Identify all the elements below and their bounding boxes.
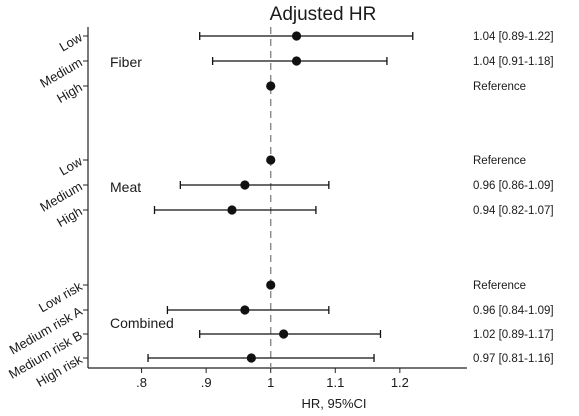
row-annotation: Reference — [473, 81, 526, 93]
x-axis: .8 .9 1 1.1 1.2 — [136, 368, 409, 390]
x-tick-label: .8 — [136, 375, 147, 390]
forest-marks — [147, 31, 414, 363]
x-tick-label: .9 — [201, 375, 212, 390]
hr-point — [240, 305, 250, 315]
row-annotation: 0.97 [0.81-1.16] — [473, 353, 554, 365]
hr-point — [266, 81, 276, 91]
row-annotation: 1.04 [0.89-1.22] — [473, 31, 554, 43]
row-annotation: Reference — [473, 280, 526, 292]
hr-point — [266, 155, 276, 165]
chart-title: Adjusted HR — [270, 4, 377, 25]
hr-point — [246, 353, 256, 363]
row-annotation: 1.02 [0.89-1.17] — [473, 329, 554, 341]
x-tick-label: 1.2 — [391, 375, 409, 390]
group-label: Fiber — [110, 54, 142, 70]
hr-point — [266, 280, 276, 290]
hr-point — [240, 180, 250, 190]
row-annotation: 0.96 [0.86-1.09] — [473, 180, 554, 192]
x-tick-label: 1.1 — [326, 375, 344, 390]
group-labels: Fiber Meat Combined — [110, 54, 174, 331]
row-annotation: 0.94 [0.82-1.07] — [473, 205, 554, 217]
row-annotation: 0.96 [0.84-1.09] — [473, 305, 554, 317]
group-label: Combined — [110, 315, 174, 331]
row-annotation: 1.04 [0.91-1.18] — [473, 56, 554, 68]
hr-point — [291, 31, 302, 41]
plot-area — [87, 27, 467, 369]
group-label: Meat — [110, 179, 141, 195]
x-tick-label: 1 — [267, 375, 274, 390]
hr-point — [291, 56, 302, 66]
row-annotation: Reference — [473, 155, 526, 167]
x-axis-title: HR, 95%CI — [301, 396, 366, 411]
hr-point — [279, 329, 289, 339]
row-annotations: 1.04 [0.89-1.22] 1.04 [0.91-1.18] Referenc… — [473, 31, 554, 365]
hr-point — [227, 205, 237, 215]
